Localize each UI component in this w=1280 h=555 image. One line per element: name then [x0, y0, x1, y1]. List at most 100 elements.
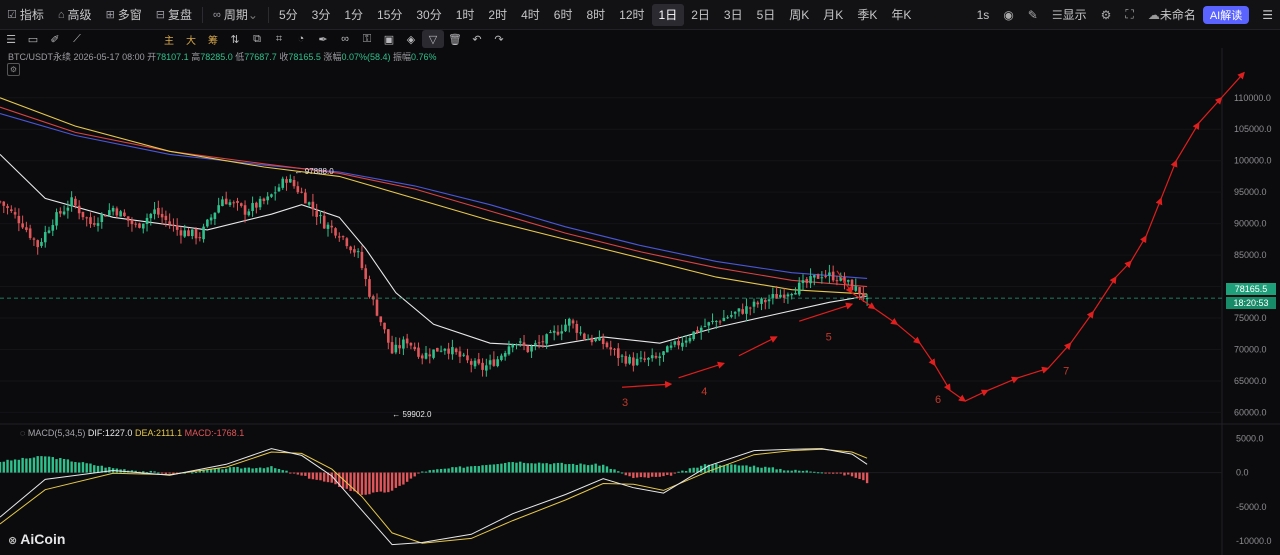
edit-icon[interactable]: ✎ [1027, 7, 1038, 22]
gear-icon[interactable]: ⚙ [1100, 7, 1112, 22]
topbar-item-19[interactable]: 5日 [756, 8, 776, 22]
wave-label: 4 [701, 386, 707, 398]
candle-body [816, 274, 820, 279]
macd-bar [568, 464, 571, 473]
candle-body [865, 298, 869, 300]
topbar-item-0[interactable]: ☑ 指标 [7, 8, 44, 22]
topbar-item-3[interactable]: ⊟ 复盘 [155, 8, 193, 22]
topbar-item-9[interactable]: 30分 [416, 8, 442, 22]
indicator-settings-icon[interactable]: ⚙ [7, 63, 20, 76]
countdown-tag: 18:20:53 [1226, 297, 1276, 309]
toolbar-zh-0[interactable]: 主 [164, 35, 174, 47]
topbar-item-5[interactable]: 5分 [278, 8, 298, 22]
projection-segment [1092, 276, 1117, 313]
layout-name-button[interactable]: ☁ 未命名 [1147, 7, 1196, 23]
macd-bar [338, 472, 341, 487]
topbar-item-17[interactable]: 2日 [691, 8, 710, 22]
macd-bar [519, 461, 522, 473]
candle-body [613, 348, 616, 350]
topbar-item-20[interactable]: 周K [789, 8, 810, 22]
candle-body [850, 279, 854, 291]
topbar-item-10[interactable]: 1时 [455, 8, 475, 22]
ai-interpret-button[interactable]: AI解读 [1202, 5, 1250, 24]
replay-icon: ⊟ [155, 9, 166, 21]
fullscreen-icon[interactable]: ⛶ [1125, 7, 1134, 21]
topbar-item-6[interactable]: 3分 [311, 8, 331, 22]
macd-title: MACD(5,34,5) [27, 428, 86, 438]
topbar-item-21[interactable]: 月K [823, 8, 844, 22]
macd-bar [730, 464, 733, 473]
candle-body [77, 205, 81, 214]
toolbar-zh-2[interactable]: 筹 [208, 35, 218, 47]
alert-icon[interactable]: ◔ [297, 33, 305, 45]
candle-body [854, 286, 858, 291]
macd-bar [673, 472, 677, 474]
copy-icon[interactable]: ⧉ [253, 32, 261, 45]
macd-bar [66, 459, 70, 473]
macd-bar [70, 461, 73, 473]
brush-icon[interactable]: ✐ [50, 33, 60, 46]
projection-segment [1221, 71, 1245, 99]
macd-bar [733, 464, 737, 473]
candle-body [194, 228, 198, 239]
candle-body [66, 207, 70, 211]
interval-button[interactable]: 1s [976, 7, 990, 22]
macd-bar [436, 469, 439, 473]
topbar-item-4[interactable]: ∞ 周期 ⌄ [213, 7, 258, 23]
topbar-item-11[interactable]: 2时 [488, 8, 508, 22]
topbar-item-22[interactable]: 季K [857, 8, 878, 22]
topbar-item-23[interactable]: 年K [891, 8, 912, 22]
eye-icon[interactable]: ◌ [20, 428, 26, 438]
macd-bar [100, 465, 103, 473]
macd-bar [639, 472, 643, 478]
macd-bar [843, 472, 846, 476]
image-icon[interactable]: ▣ [383, 33, 395, 46]
projection-segment [1175, 121, 1200, 161]
marker-icon[interactable]: ✒ [318, 33, 328, 46]
last-price-tag: 78165.5 [1226, 283, 1276, 295]
candle-body [858, 287, 861, 295]
camera-icon[interactable]: ◉ [1003, 7, 1014, 22]
undo-icon[interactable]: ↶ [472, 33, 482, 46]
macd-value: MACD:-1768.1 [184, 428, 245, 438]
candle-body [786, 294, 790, 297]
toolbar-zh-1[interactable]: 大 [186, 35, 196, 47]
topbar-item-18[interactable]: 3日 [723, 8, 743, 22]
dea-value: DEA:2111.1 [134, 428, 183, 438]
candle-body [387, 329, 390, 343]
lock-icon[interactable]: ⚿ [362, 32, 372, 45]
topbar-item-13[interactable]: 6时 [553, 8, 573, 22]
macd-bar [488, 464, 492, 473]
topbar-item-7[interactable]: 1分 [344, 8, 364, 22]
sort-icon[interactable]: ⇅ [230, 33, 240, 46]
line-icon[interactable]: ⟋ [73, 32, 81, 45]
macd-bar [718, 465, 722, 473]
trash-icon[interactable]: 🗑 [448, 33, 462, 46]
filter-icon[interactable]: ▽ [422, 30, 444, 48]
projection-segment [1160, 159, 1178, 199]
ruler-icon[interactable]: ⌗ [275, 32, 283, 45]
redo-icon[interactable]: ↷ [494, 33, 504, 46]
candle-body [767, 299, 771, 302]
macd-bar [666, 472, 669, 475]
topbar-item-2[interactable]: ⊞ 多窗 [105, 8, 142, 22]
rect-icon[interactable]: ▭ [27, 33, 39, 46]
topbar-item-15[interactable]: 12时 [619, 8, 645, 22]
eraser-icon[interactable]: ◈ [406, 33, 416, 46]
topbar-item-1[interactable]: ⌂ 高级 [57, 8, 92, 22]
topbar-item-8[interactable]: 15分 [377, 8, 403, 22]
price-tick-label: 95000.0 [1234, 187, 1267, 197]
macd-bar [432, 469, 435, 473]
display-button[interactable]: ☰ 显示 [1051, 7, 1087, 23]
link-icon[interactable]: ∞ [341, 33, 349, 45]
candle-body [567, 318, 571, 326]
menu-icon[interactable]: ☰ [6, 33, 16, 46]
topbar-item-14[interactable]: 8时 [586, 8, 606, 22]
macd-bar [191, 472, 194, 474]
menu-icon[interactable]: ☰ [1262, 7, 1273, 22]
topbar-item-12[interactable]: 4时 [521, 8, 540, 22]
topbar-item-16[interactable]: 1日 [651, 3, 685, 26]
macd-bar [598, 465, 601, 473]
macd-bar [130, 470, 134, 473]
